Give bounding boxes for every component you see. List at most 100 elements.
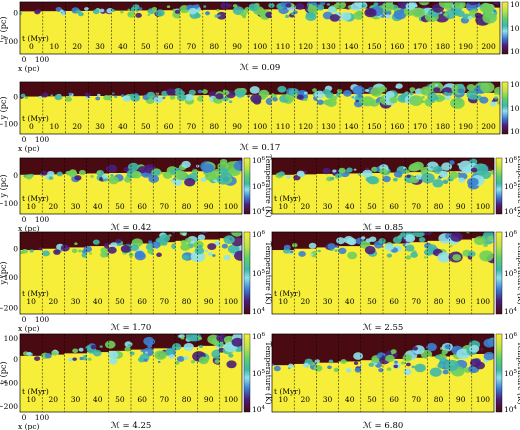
mach-number-label: ℳ = 1.70	[111, 323, 152, 333]
time-tick-label: 20	[49, 395, 59, 404]
time-tick-label: 100	[476, 297, 491, 306]
y-tick-label: 100	[4, 334, 19, 343]
panel-frame	[271, 157, 495, 215]
panel-frame	[19, 1, 501, 55]
time-tick-label: 120	[299, 42, 314, 51]
colorbar-tick-label: 106	[504, 156, 518, 165]
panel-p5: 10 20 30 40 50 60 70 80 90 100 t (Myr) 106 105 104 Tem…	[0, 230, 273, 333]
time-tick-label: 70	[187, 42, 197, 51]
time-tick-label: 120	[299, 122, 314, 131]
time-tick-label: 10	[278, 395, 288, 404]
time-tick-label: 50	[367, 395, 377, 404]
time-tick-label: 70	[412, 297, 422, 306]
time-tick-label: 80	[434, 297, 444, 306]
time-tick-label: 100	[476, 395, 491, 404]
temperature-map	[272, 158, 494, 214]
time-tick-label: 40	[118, 122, 128, 131]
panel-p4: 10 20 30 40 50 60 70 80 90 100 t (Myr) 106 105 104Tem…	[271, 155, 520, 233]
mach-number-label: ℳ = 2.55	[363, 323, 404, 333]
y-tick-label: −100	[0, 378, 18, 387]
x-tick-label: 0	[22, 413, 27, 422]
time-tick-label: 10	[50, 42, 60, 51]
time-tick-label: 90	[204, 202, 214, 211]
panel-frame	[19, 157, 243, 215]
time-tick-label: 40	[118, 42, 128, 51]
colorbar-label: Temperature (K)	[264, 242, 273, 305]
time-tick-label: 70	[187, 122, 197, 131]
colorbar-tick-label: 105	[252, 269, 266, 278]
time-tick-label: 100	[224, 202, 239, 211]
y-axis-label: y (pc)	[0, 17, 8, 41]
colorbar-tick-label: 105	[252, 182, 266, 191]
colorbar-tick-label: 106	[252, 230, 266, 239]
time-tick-label: 30	[71, 202, 81, 211]
time-tick-label: 200	[481, 42, 496, 51]
x-tick-label: 0	[22, 315, 27, 324]
time-tick-label: 0	[29, 122, 34, 131]
time-tick-label: 20	[301, 297, 311, 306]
time-tick-label: 80	[182, 395, 192, 404]
time-tick-label: 160	[390, 122, 405, 131]
time-tick-label: 20	[301, 202, 311, 211]
temperature-map	[272, 334, 494, 412]
time-tick-label: 50	[141, 42, 151, 51]
time-tick-label: 100	[224, 395, 239, 404]
colorbar-tick-label: 106	[504, 332, 518, 341]
time-tick-label: 50	[115, 395, 125, 404]
colorbar-tick-label: 106	[252, 156, 266, 165]
colorbar-label: Temperature (K)	[516, 242, 520, 305]
panel-frame	[19, 81, 501, 135]
time-tick-label: 40	[93, 202, 103, 211]
temperature-colorbar	[243, 333, 251, 413]
panel-p6: 10 20 30 40 50 60 70 80 90 100 t (Myr) 106 105 104 Tem…	[271, 230, 520, 333]
x-axis-label: x (pc)	[18, 144, 40, 153]
colorbar-tick-label: 104	[252, 307, 266, 316]
time-tick-label: 60	[164, 122, 174, 131]
time-tick-label: 90	[232, 122, 242, 131]
time-tick-label: 190	[459, 42, 474, 51]
time-tick-label: 150	[367, 122, 382, 131]
colorbar-tick-label: 105	[252, 369, 266, 378]
time-tick-label: 100	[253, 122, 268, 131]
y-tick-label: 0	[13, 93, 18, 102]
time-tick-label: 80	[434, 395, 444, 404]
time-tick-label: 70	[160, 395, 170, 404]
y-tick-label: −100	[0, 37, 18, 46]
time-tick-label: 30	[323, 202, 333, 211]
time-tick-label: 90	[204, 297, 214, 306]
y-tick-label: −100	[0, 273, 18, 282]
colorbar-tick-label: 106	[510, 0, 520, 9]
temperature-colorbar	[495, 333, 503, 413]
time-axis-label: t (Myr)	[22, 194, 49, 203]
y-tick-label: −100	[0, 120, 18, 129]
time-tick-label: 170	[413, 122, 428, 131]
time-tick-label: 40	[345, 395, 355, 404]
time-tick-label: 30	[95, 42, 105, 51]
x-axis-label: x (pc)	[18, 422, 40, 430]
mach-number-label: ℳ = 0.42	[111, 223, 152, 233]
time-tick-label: 80	[182, 297, 192, 306]
time-axis-label: t (Myr)	[22, 114, 49, 123]
colorbar-tick-label: 106	[252, 332, 266, 341]
y-tick-label: −100	[0, 199, 18, 208]
temperature-colorbar	[501, 81, 509, 135]
y-axis-label: y (pc)	[0, 262, 8, 286]
time-tick-label: 30	[71, 297, 81, 306]
y-tick-label: 0	[13, 355, 18, 364]
x-axis-label: x (pc)	[18, 324, 40, 333]
time-tick-label: 60	[389, 395, 399, 404]
colorbar-label: Temperature (K)	[516, 155, 520, 218]
time-tick-label: 40	[93, 297, 103, 306]
time-tick-label: 100	[253, 42, 268, 51]
panel-frame	[19, 231, 243, 315]
time-tick-label: 60	[137, 297, 147, 306]
time-tick-label: 90	[456, 297, 466, 306]
x-axis-label: x (pc)	[18, 64, 40, 73]
time-tick-label: 100	[476, 202, 491, 211]
time-axis-label: t (Myr)	[22, 34, 49, 43]
temperature-colorbar	[243, 157, 251, 215]
time-tick-label: 60	[389, 202, 399, 211]
time-axis-label: t (Myr)	[274, 387, 301, 396]
panel-p1: 0 10 20 30 40 50 60 70 80 90 100 110 120 130 140 150 160…	[0, 0, 520, 73]
